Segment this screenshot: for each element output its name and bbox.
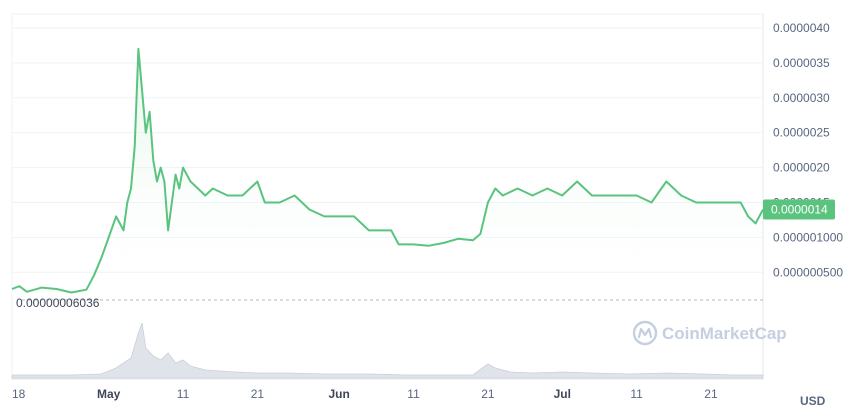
price-area-fill <box>12 48 763 304</box>
price-area <box>12 48 763 304</box>
x-axis: 18 May 11 21 Jun 11 21 Jul 11 21 <box>12 387 718 401</box>
price-line <box>11 47 764 294</box>
current-price-marker: 0.0000014 <box>763 199 835 220</box>
current-price-badge <box>763 199 835 220</box>
y-tick-label: 0.0000020 <box>773 161 830 175</box>
volume-area <box>11 322 764 379</box>
volume-bars <box>11 322 764 379</box>
x-tick-label: 18 <box>12 387 26 401</box>
min-price-marker: 0.00000006036 <box>16 296 763 310</box>
y-tick-label: 0.0000025 <box>773 126 830 140</box>
y-tick-label: 0.000001000 <box>773 230 843 244</box>
currency-unit-label: USD <box>800 394 826 408</box>
x-tick-label: 11 <box>177 387 190 401</box>
x-tick-label: 11 <box>407 387 420 401</box>
y-axis: 0.0000005000.0000010000.00000150.0000020… <box>773 21 843 279</box>
x-tick-label: 21 <box>704 387 718 401</box>
watermark: CoinMarketCap <box>632 320 787 346</box>
y-tick-label: 0.000000500 <box>773 265 843 279</box>
x-tick-label: 21 <box>251 387 265 401</box>
x-tick-label: 21 <box>481 387 495 401</box>
watermark-text: CoinMarketCap <box>662 324 787 343</box>
grid-lines <box>11 13 764 380</box>
x-tick-label: Jul <box>554 387 571 401</box>
coinmarketcap-logo-icon <box>632 320 658 346</box>
y-tick-label: 0.0000035 <box>773 56 830 70</box>
x-tick-label: May <box>97 387 121 401</box>
x-tick-label: 11 <box>630 387 643 401</box>
current-price-label: 0.0000014 <box>771 202 828 216</box>
price-line-group <box>11 47 764 294</box>
y-tick-label: 0.0000030 <box>773 91 830 105</box>
y-tick-label: 0.0000040 <box>773 21 830 35</box>
x-tick-label: Jun <box>328 387 349 401</box>
min-price-label: 0.00000006036 <box>16 296 100 310</box>
